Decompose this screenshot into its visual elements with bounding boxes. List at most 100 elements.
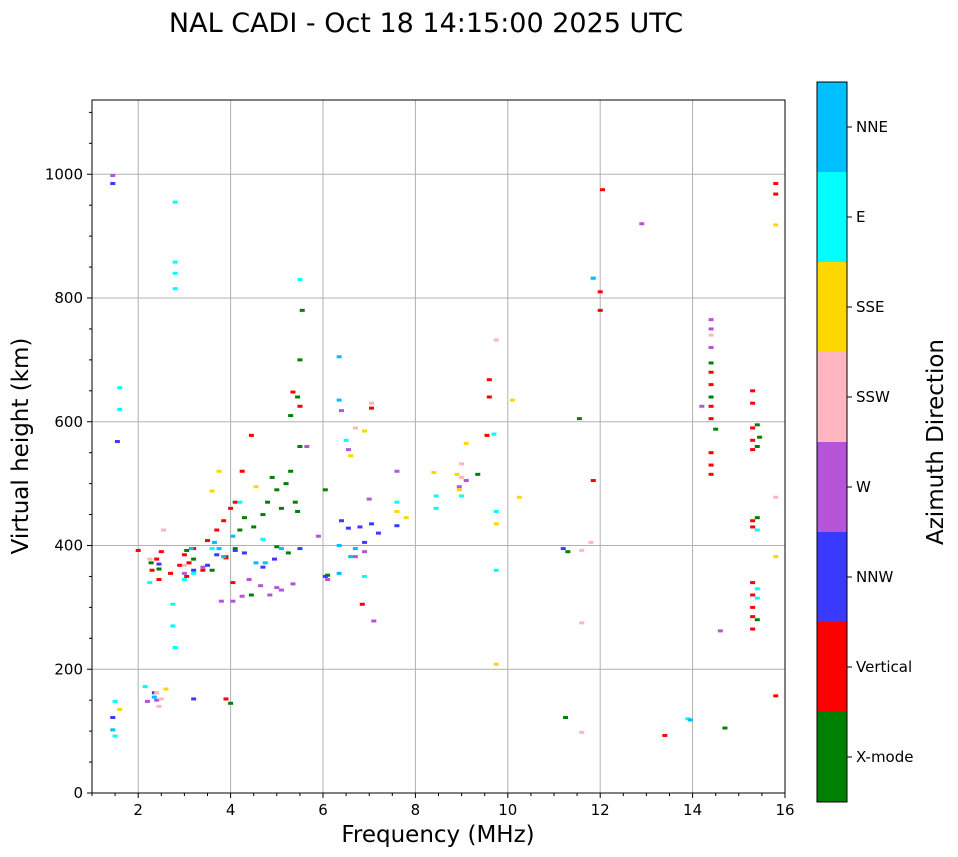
data-point <box>750 627 756 631</box>
data-point <box>493 568 499 572</box>
data-point <box>135 548 141 552</box>
data-point <box>773 182 779 186</box>
data-point <box>221 555 227 559</box>
data-points <box>110 173 779 738</box>
data-point <box>754 587 760 591</box>
colorbar-swatch <box>817 442 847 532</box>
data-point <box>211 540 217 544</box>
data-point <box>112 734 118 738</box>
data-point <box>699 404 705 408</box>
data-point <box>239 469 245 473</box>
grid <box>92 100 786 794</box>
data-point <box>299 308 305 312</box>
data-point <box>271 557 277 561</box>
data-point <box>228 506 234 510</box>
data-point <box>750 615 756 619</box>
data-point <box>288 414 294 418</box>
data-point <box>228 701 234 705</box>
data-point <box>750 401 756 405</box>
series-ssw <box>147 333 779 734</box>
data-point <box>237 500 243 504</box>
data-point <box>258 584 264 588</box>
data-point <box>181 571 187 575</box>
data-point <box>590 276 596 280</box>
data-point <box>493 522 499 526</box>
chart-title: NAL CADI - Oct 18 14:15:00 2025 UTC <box>169 8 683 39</box>
colorbar-tick-label: X-mode <box>856 748 913 766</box>
data-point <box>216 469 222 473</box>
data-point <box>172 200 178 204</box>
data-point <box>708 361 714 365</box>
data-point <box>713 427 719 431</box>
data-point <box>590 479 596 483</box>
data-point <box>509 398 515 402</box>
data-point <box>493 338 499 342</box>
data-point <box>754 596 760 600</box>
colorbar-frame <box>816 81 848 803</box>
data-point <box>491 432 497 436</box>
data-point <box>708 451 714 455</box>
data-point <box>345 448 351 452</box>
x-tick-label: 10 <box>498 801 517 819</box>
data-point <box>168 571 174 575</box>
data-point <box>184 574 190 578</box>
data-point <box>750 426 756 430</box>
data-point <box>348 555 354 559</box>
y-tick-label: 400 <box>54 537 83 555</box>
data-point <box>369 401 375 405</box>
data-point <box>362 429 368 433</box>
data-point <box>172 646 178 650</box>
data-point <box>750 438 756 442</box>
data-point <box>750 519 756 523</box>
data-point <box>170 624 176 628</box>
data-point <box>205 563 210 567</box>
data-point <box>463 441 469 445</box>
y-tick-label: 1000 <box>45 165 83 183</box>
data-point <box>394 500 400 504</box>
y-axis-label: Virtual height (km) <box>8 338 34 555</box>
data-point <box>708 346 714 349</box>
data-point <box>708 417 714 421</box>
data-point <box>260 565 266 569</box>
data-point <box>708 404 714 408</box>
data-point <box>750 581 756 585</box>
data-point <box>290 582 296 586</box>
data-point <box>278 588 284 592</box>
data-point <box>110 182 116 186</box>
data-point <box>352 555 358 559</box>
data-point <box>184 548 190 552</box>
data-point <box>110 728 116 732</box>
data-point <box>181 563 187 567</box>
data-point <box>156 567 162 571</box>
data-point <box>750 389 756 393</box>
data-point <box>459 462 465 466</box>
data-point <box>161 528 167 532</box>
x-tick-label: 8 <box>411 801 421 819</box>
data-point <box>117 707 123 711</box>
data-point <box>295 509 301 513</box>
data-point <box>362 550 368 554</box>
data-point <box>274 488 280 492</box>
data-point <box>297 358 303 362</box>
data-point <box>200 568 206 572</box>
data-point <box>773 495 779 499</box>
data-point <box>156 704 162 708</box>
data-point <box>158 550 164 554</box>
data-point <box>186 561 192 565</box>
data-point <box>154 557 160 561</box>
data-point <box>149 568 155 572</box>
data-point <box>283 482 289 486</box>
data-point <box>191 697 197 701</box>
data-point <box>600 188 606 192</box>
data-point <box>278 506 284 510</box>
colorbar-tick-label: E <box>856 208 865 226</box>
data-point <box>722 726 728 730</box>
data-point <box>297 404 303 408</box>
colorbar-tick-label: SSW <box>856 388 890 406</box>
data-point <box>241 516 247 520</box>
data-point <box>708 318 714 322</box>
data-point <box>708 395 714 399</box>
data-point <box>216 547 222 551</box>
data-point <box>191 571 197 575</box>
data-point <box>251 525 257 529</box>
